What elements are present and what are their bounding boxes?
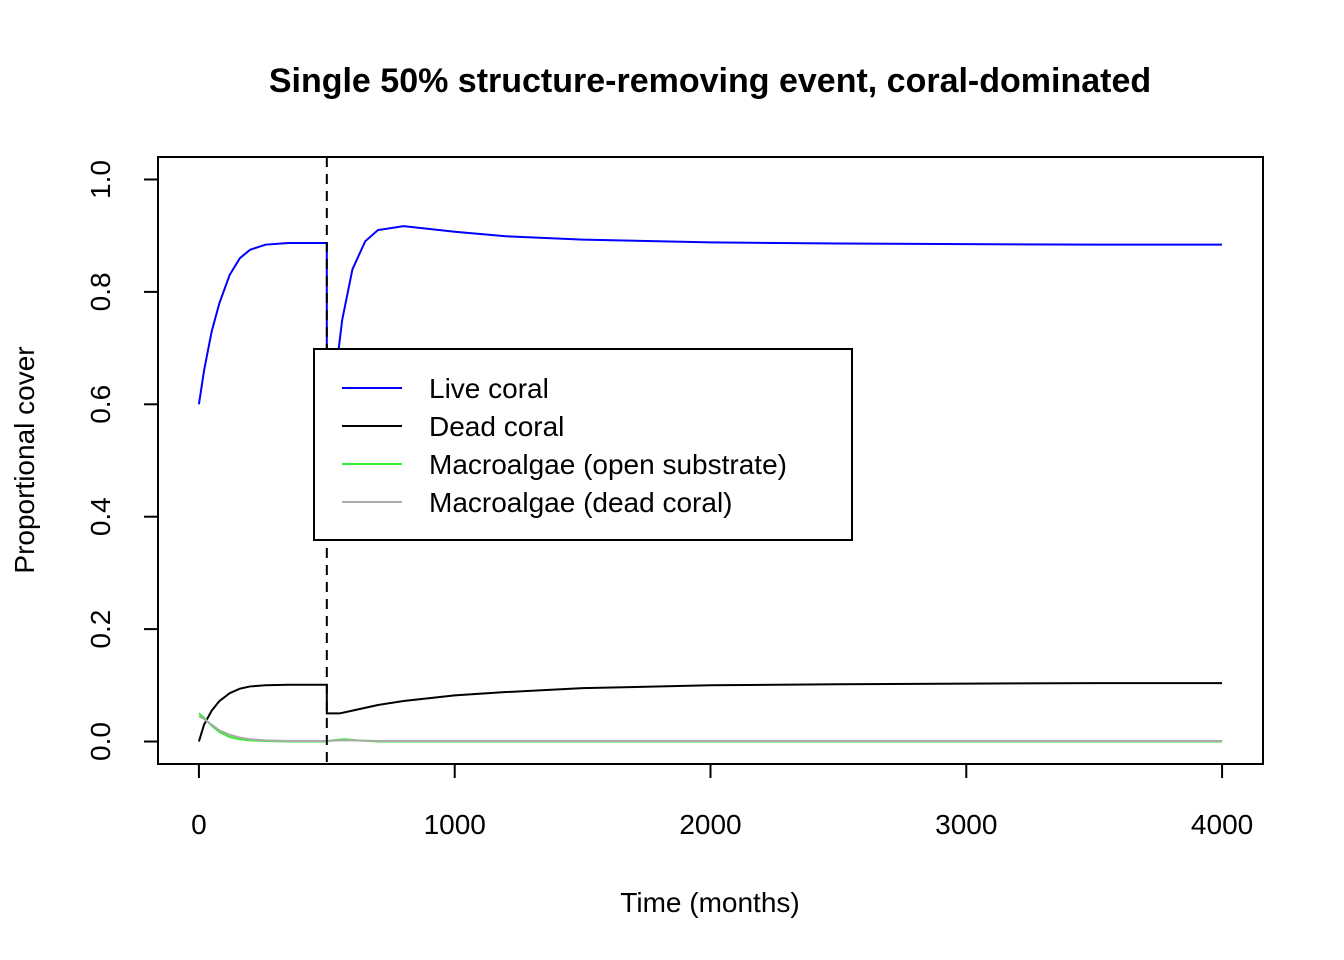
y-tick-label: 0.4: [85, 497, 116, 536]
y-tick-label: 0.2: [85, 610, 116, 649]
series-line-1: [197, 225, 1223, 461]
y-tick-label: 0.6: [85, 385, 116, 424]
x-tick-label: 1000: [424, 809, 486, 840]
legend-label: Live coral: [429, 373, 549, 404]
series-line-3: [198, 712, 1223, 743]
y-axis: 0.0 0.2 0.4 0.6 0.8 1.0: [85, 160, 159, 761]
plot-series-group: [197, 225, 1223, 743]
x-axis: 0 1000 2000 3000 4000: [191, 763, 1253, 840]
x-tick-label: 0: [191, 809, 207, 840]
y-tick-label: 0.0: [85, 722, 116, 761]
x-axis-label: Time (months): [620, 887, 799, 918]
y-tick-label: 1.0: [85, 160, 116, 199]
x-tick-label: 4000: [1191, 809, 1253, 840]
legend-box: [313, 348, 853, 541]
legend-label: Macroalgae (dead coral): [429, 487, 733, 518]
x-tick-label: 3000: [935, 809, 997, 840]
legend: Live coral Dead coral Macroalgae (open sub…: [313, 348, 853, 541]
legend-label: Macroalgae (open substrate): [429, 449, 787, 480]
y-axis-label: Proportional cover: [9, 346, 40, 573]
chart-title: Single 50% structure-removing event, cor…: [269, 62, 1151, 100]
legend-label: Dead coral: [429, 411, 564, 442]
series-line-4: [198, 715, 1223, 742]
y-tick-label: 0.8: [85, 272, 116, 311]
x-tick-label: 2000: [679, 809, 741, 840]
series-line-2: [197, 682, 1223, 742]
